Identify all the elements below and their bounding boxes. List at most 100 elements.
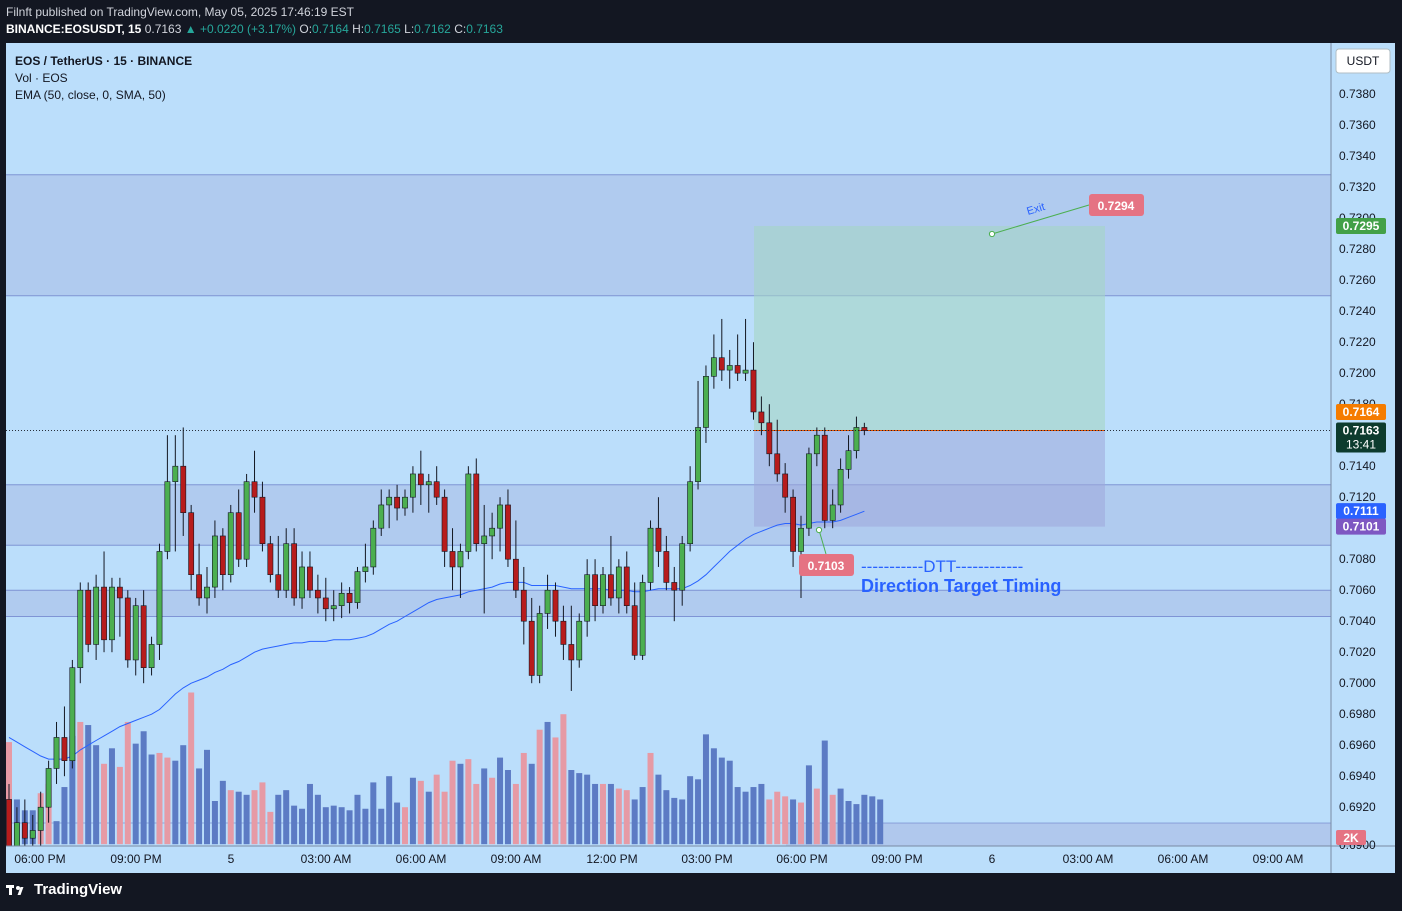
candle[interactable]: [164, 435, 171, 560]
candle[interactable]: [536, 605, 543, 684]
candle[interactable]: [615, 559, 622, 614]
candle[interactable]: [790, 489, 796, 567]
candle[interactable]: [600, 566, 606, 614]
candle[interactable]: [243, 473, 250, 567]
candle[interactable]: [441, 489, 448, 567]
candle[interactable]: [568, 605, 575, 691]
candle[interactable]: [584, 559, 591, 637]
footer-brand[interactable]: TradingView: [6, 881, 122, 898]
candle[interactable]: [69, 659, 76, 769]
stop-box[interactable]: [754, 430, 1105, 527]
candle[interactable]: [378, 489, 385, 536]
candle[interactable]: [734, 334, 741, 381]
candle[interactable]: [330, 590, 337, 622]
candle[interactable]: [497, 497, 503, 552]
candle[interactable]: [235, 489, 242, 567]
candle[interactable]: [394, 484, 400, 521]
candle[interactable]: [6, 783, 12, 869]
candle[interactable]: [370, 520, 377, 575]
candle[interactable]: [14, 807, 20, 869]
candle[interactable]: [766, 404, 773, 467]
candle[interactable]: [655, 497, 662, 567]
candle[interactable]: [101, 551, 107, 653]
candle[interactable]: [219, 528, 226, 591]
candle[interactable]: [710, 334, 717, 389]
candle[interactable]: [109, 577, 115, 653]
candle[interactable]: [433, 466, 440, 505]
candle[interactable]: [354, 566, 361, 609]
candle[interactable]: [196, 543, 202, 606]
candle[interactable]: [695, 380, 701, 490]
candle[interactable]: [267, 535, 274, 583]
candle[interactable]: [61, 706, 68, 777]
candle[interactable]: [45, 760, 52, 823]
candle[interactable]: [172, 435, 179, 552]
candle[interactable]: [449, 528, 456, 591]
candle[interactable]: [291, 528, 298, 606]
candle[interactable]: [663, 535, 670, 591]
candle[interactable]: [402, 489, 408, 516]
candle[interactable]: [552, 582, 559, 637]
candle[interactable]: [299, 551, 305, 609]
candle[interactable]: [77, 582, 84, 684]
candle[interactable]: [465, 466, 472, 560]
candle[interactable]: [386, 489, 393, 529]
candle[interactable]: [85, 582, 92, 653]
candle[interactable]: [338, 582, 345, 619]
candle[interactable]: [457, 543, 464, 598]
candle[interactable]: [37, 791, 44, 846]
candle[interactable]: [322, 577, 329, 622]
candle[interactable]: [180, 427, 187, 536]
candle[interactable]: [425, 473, 432, 513]
candle[interactable]: [512, 520, 519, 598]
candle[interactable]: [481, 504, 488, 614]
candle[interactable]: [314, 574, 321, 614]
candle[interactable]: [647, 520, 654, 591]
candle[interactable]: [726, 349, 733, 389]
candle[interactable]: [829, 489, 836, 529]
candle[interactable]: [853, 416, 860, 459]
candle[interactable]: [837, 458, 844, 513]
candle[interactable]: [53, 721, 60, 784]
candle[interactable]: [750, 342, 757, 420]
candle[interactable]: [806, 447, 812, 536]
candle[interactable]: [623, 551, 630, 614]
candle[interactable]: [544, 574, 551, 629]
candle[interactable]: [489, 512, 496, 560]
exit-point[interactable]: [988, 230, 996, 238]
candle[interactable]: [116, 577, 123, 637]
candle[interactable]: [639, 574, 646, 660]
candle[interactable]: [307, 551, 313, 598]
candle[interactable]: [204, 566, 210, 614]
candle[interactable]: [718, 318, 725, 381]
candle[interactable]: [608, 535, 614, 606]
price-chart[interactable]: Exit 0.7294 0.7103 -----------DTT----------…: [6, 43, 1395, 873]
candle[interactable]: [251, 450, 258, 513]
candle[interactable]: [592, 559, 598, 622]
candle[interactable]: [188, 504, 195, 591]
candle[interactable]: [821, 427, 828, 529]
candle[interactable]: [576, 613, 583, 668]
candle[interactable]: [259, 481, 266, 552]
target-box[interactable]: [754, 225, 1105, 431]
candle[interactable]: [631, 582, 638, 660]
candle[interactable]: [93, 574, 100, 660]
candle[interactable]: [346, 587, 353, 614]
candle[interactable]: [845, 435, 852, 479]
candle[interactable]: [227, 504, 234, 583]
candle[interactable]: [212, 520, 218, 598]
candle[interactable]: [283, 528, 290, 598]
candle[interactable]: [132, 597, 139, 676]
candle[interactable]: [473, 458, 480, 552]
candle[interactable]: [505, 489, 511, 567]
candle[interactable]: [742, 318, 749, 381]
candle[interactable]: [417, 450, 424, 505]
candle[interactable]: [782, 463, 789, 513]
candle[interactable]: [671, 566, 678, 622]
candle[interactable]: [156, 543, 163, 660]
candle[interactable]: [275, 535, 282, 598]
candle[interactable]: [774, 419, 781, 482]
candle[interactable]: [758, 396, 765, 436]
candle[interactable]: [29, 814, 36, 862]
candle[interactable]: [520, 566, 527, 645]
